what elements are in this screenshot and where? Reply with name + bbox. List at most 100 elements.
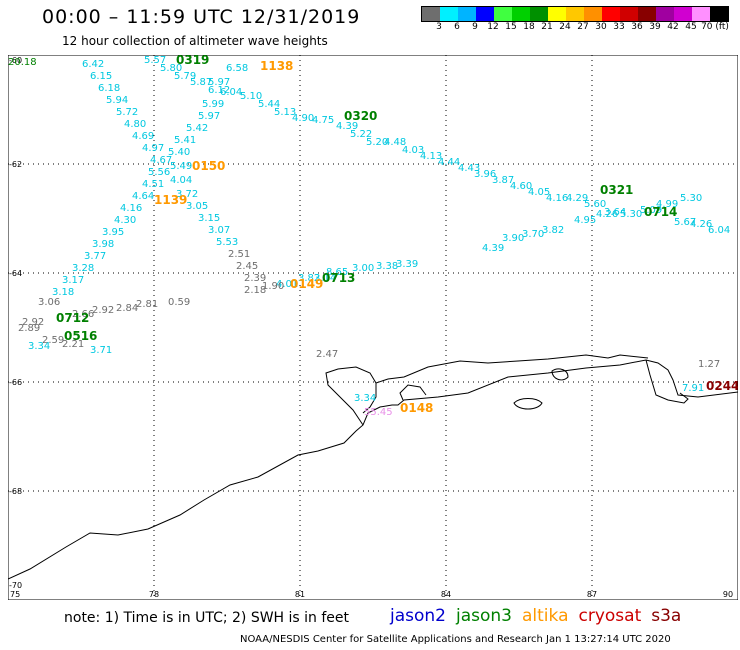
color-swatch (422, 7, 440, 21)
wave-height-label: 20.18 (8, 57, 37, 68)
wave-height-label: 4.43 (458, 163, 480, 174)
wave-height-label: 2.92 (22, 317, 44, 328)
color-scale-label: 9 (472, 22, 478, 32)
footnote: note: 1) Time is in UTC; 2) SWH is in fe… (64, 610, 350, 626)
wave-height-label: 2.21 (62, 339, 84, 350)
wave-height-label: 5.53 (216, 237, 238, 248)
y-tick-label: -70 (9, 581, 22, 590)
pass-time-label: 0149 (290, 277, 323, 291)
wave-height-label: 4.75 (312, 115, 334, 126)
color-swatch (566, 7, 584, 21)
axis-tick-labels: 75 78 81 84 87 90 -60 -62 -64 -66 -68 -70 (9, 56, 733, 599)
color-swatch (440, 7, 458, 21)
color-swatch (710, 7, 728, 21)
wave-height-label: 3.64 (604, 207, 626, 218)
wave-height-label: 6.15 (90, 71, 112, 82)
wave-height-label: 5.30 (680, 193, 702, 204)
color-scale-label: 45 (685, 22, 697, 32)
wave-height-label: 3.96 (474, 169, 496, 180)
wave-height-label: 5.41 (174, 135, 196, 146)
island (513, 398, 543, 410)
ice-shelf (325, 366, 377, 426)
wave-height-label: 4.26 (690, 219, 712, 230)
pass-time-label: 0713 (322, 271, 355, 285)
color-scale-label: 12 (487, 22, 499, 32)
wave-height-label: 5.97 (198, 111, 220, 122)
wave-height-label: 5.40 (168, 147, 190, 158)
wave-height-label: 1.90 (262, 281, 284, 292)
x-tick-label: 81 (295, 590, 305, 599)
map-canvas: 75 78 81 84 87 90-60-62-64-66-68-70 6.426.156… (8, 55, 738, 600)
legend-item-s3a: s3a (651, 606, 682, 626)
wave-height-label: 7.91 (682, 383, 704, 394)
wave-height-label: 3.82 (298, 273, 320, 284)
color-scale-label: 30 (595, 22, 607, 32)
coast-east (645, 359, 689, 404)
wave-height-label: 3.38 (376, 261, 398, 272)
color-swatch (656, 7, 674, 21)
wave-height-label: 5.60 (584, 199, 606, 210)
wave-height-label: 6.58 (226, 63, 248, 74)
pass-time-label: 0148 (400, 401, 433, 415)
color-scale-label: 27 (577, 22, 589, 32)
wave-height-label: 3.34 (28, 341, 50, 352)
wave-height-label: 5.72 (116, 107, 138, 118)
color-scale-bar (421, 6, 729, 22)
wave-height-label: 4.69 (132, 131, 154, 142)
coastline (8, 359, 738, 580)
gridlines (8, 55, 738, 600)
wave-height-label: 4.48 (384, 137, 406, 148)
color-swatch (512, 7, 530, 21)
y-tick-label: -66 (9, 378, 22, 387)
color-scale-label: 18 (523, 22, 535, 32)
wave-height-label: 4.67 (150, 155, 172, 166)
wave-height-label: 4.16 (546, 193, 568, 204)
x-tick-label: 78 (149, 590, 159, 599)
wave-height-label: 3.98 (92, 239, 114, 250)
color-swatch (548, 7, 566, 21)
wave-height-label: 4.44 (438, 157, 460, 168)
wave-height-label: 6.04 (220, 87, 242, 98)
color-swatch (638, 7, 656, 21)
pass-time-label: 1139 (154, 193, 187, 207)
color-swatch (530, 7, 548, 21)
y-tick-label: -68 (9, 487, 22, 496)
wave-height-label: 3.28 (72, 263, 94, 274)
wave-height-label: 4.29 (566, 193, 588, 204)
pass-time-label: 0516 (64, 329, 97, 343)
wave-height-label: 5.09 (640, 205, 662, 216)
x-tick-label: 75 (10, 590, 20, 599)
wave-height-label: 3.87 (492, 175, 514, 186)
wave-height-label: 4.26 (596, 209, 618, 220)
wave-height-label: 5.80 (160, 63, 182, 74)
x-tick-label: 87 (587, 590, 597, 599)
wave-height-label: 3.82 (542, 225, 564, 236)
color-swatch (494, 7, 512, 21)
color-swatch (674, 7, 692, 21)
wave-height-label: 6.42 (82, 59, 104, 70)
color-scale-label: 21 (541, 22, 553, 32)
wave-height-label: 4.30 (114, 215, 136, 226)
legend-item-jason3: jason3 (456, 606, 512, 626)
legend-item-jason2: jason2 (390, 606, 446, 626)
color-scale-label: 6 (454, 22, 460, 32)
wave-height-label: 4.03 (402, 145, 424, 156)
wave-height-label: 4.97 (142, 143, 164, 154)
color-swatch (476, 7, 494, 21)
x-tick-label: 90 (723, 590, 733, 599)
color-swatch (584, 7, 602, 21)
pass-time-label: 0150 (192, 159, 225, 173)
pass-time-label: 0321 (600, 183, 633, 197)
x-tick-label: 84 (441, 590, 451, 599)
wave-height-label: 3.90 (502, 233, 524, 244)
wave-height-label: 5.57 (144, 55, 166, 66)
wave-height-label: 4.04 (170, 175, 192, 186)
wave-height-label: 6.18 (98, 83, 120, 94)
wave-height-label: 5.13 (274, 107, 296, 118)
wave-height-label: 2.59 (42, 335, 64, 346)
wave-height-label: 4.51 (142, 179, 164, 190)
color-scale-label: 42 (667, 22, 679, 32)
page-title: 00:00 – 11:59 UTC 12/31/2019 (42, 6, 361, 28)
wave-height-label: 2.66 (72, 309, 94, 320)
wave-height-label: 8.65 (326, 267, 348, 278)
